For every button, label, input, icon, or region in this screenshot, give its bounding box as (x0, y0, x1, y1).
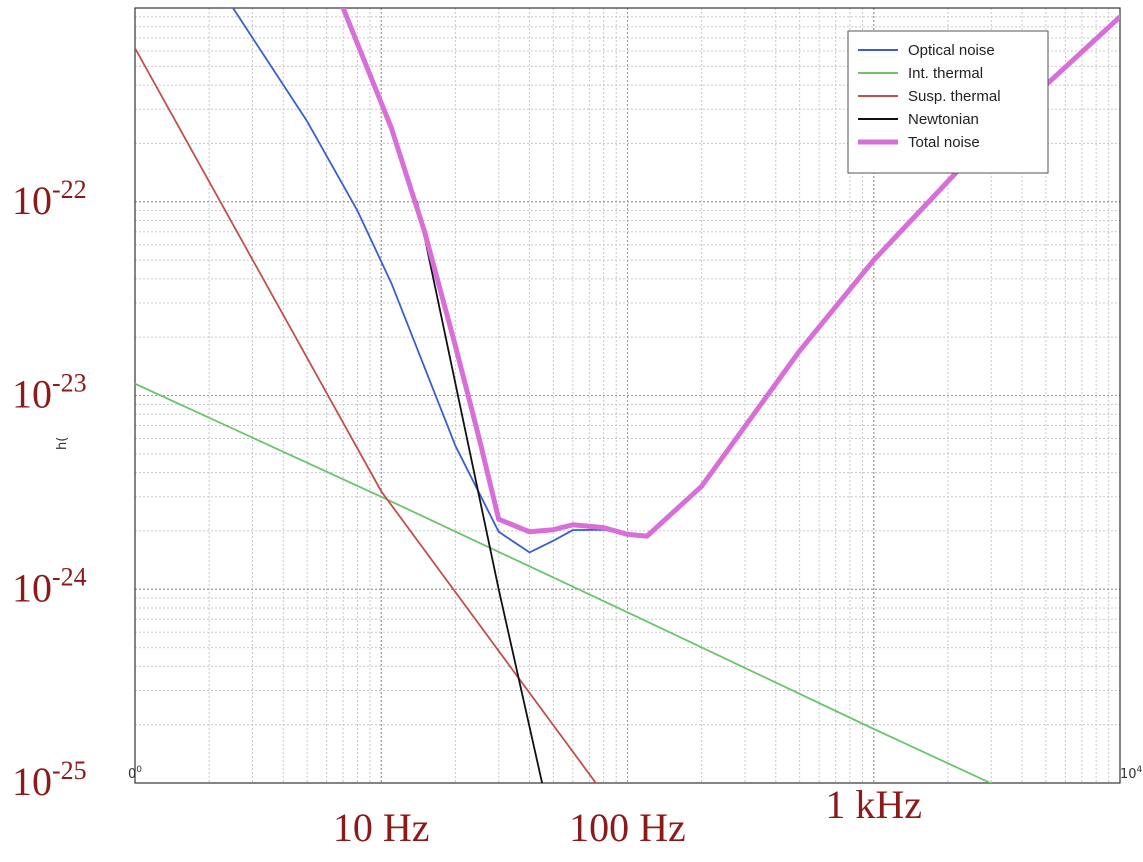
series-line-susp-thermal (135, 47, 597, 783)
series-line-total-noise (340, 8, 1120, 539)
y-tick-label-big: 10-25 (12, 756, 87, 804)
series-line-int-thermal (135, 382, 993, 783)
series-layer (135, 8, 1120, 783)
x-tick-right-base: 10 (1120, 767, 1137, 782)
x-tick-right-exp: 4 (1137, 765, 1143, 775)
legend-label-newtonian: Newtonian (908, 111, 979, 128)
y-tick-base: 10 (12, 372, 52, 417)
y-tick-exponent: -25 (52, 756, 87, 785)
legend-label-optical-noise: Optical noise (908, 42, 995, 59)
y-tick-base: 10 (12, 565, 52, 610)
y-tick-label-big: 10-23 (12, 369, 87, 417)
x-big-labels: 10 Hz 100 Hz 1 kHz (333, 782, 922, 850)
legend-label-total-noise: Total noise (908, 134, 980, 151)
x-tick-label-big: 1 kHz (825, 782, 922, 827)
y-tick-exponent: -22 (52, 175, 87, 204)
x-tick-label-right: 104 (1120, 765, 1143, 782)
x-tick-left-exp: 0 (136, 765, 142, 775)
x-tick-label-big: 10 Hz (333, 805, 430, 850)
y-tick-exponent: -24 (52, 562, 87, 591)
legend: Optical noise Int. thermal Susp. thermal Ne… (847, 30, 1049, 174)
plot-frame (134, 7, 1121, 784)
x-tick-label-left: 00 (128, 765, 142, 782)
y-tick-label-big: 10-24 (12, 562, 87, 610)
series-line-newtonian (416, 200, 543, 783)
y-tick-exponent: -23 (52, 369, 87, 398)
y-tick-label-big: 10-22 (12, 175, 87, 223)
y-axis-label: h( (55, 437, 70, 450)
legend-label-int-thermal: Int. thermal (908, 65, 983, 82)
y-tick-base: 10 (12, 178, 52, 223)
legend-label-susp-thermal: Susp. thermal (908, 88, 1001, 105)
y-tick-base: 10 (12, 759, 52, 804)
legend-box (847, 30, 1049, 174)
legend-items: Optical noise Int. thermal Susp. thermal Ne… (858, 42, 1001, 151)
x-tick-left-base: 0 (128, 767, 136, 782)
x-tick-label-big: 100 Hz (569, 805, 686, 850)
